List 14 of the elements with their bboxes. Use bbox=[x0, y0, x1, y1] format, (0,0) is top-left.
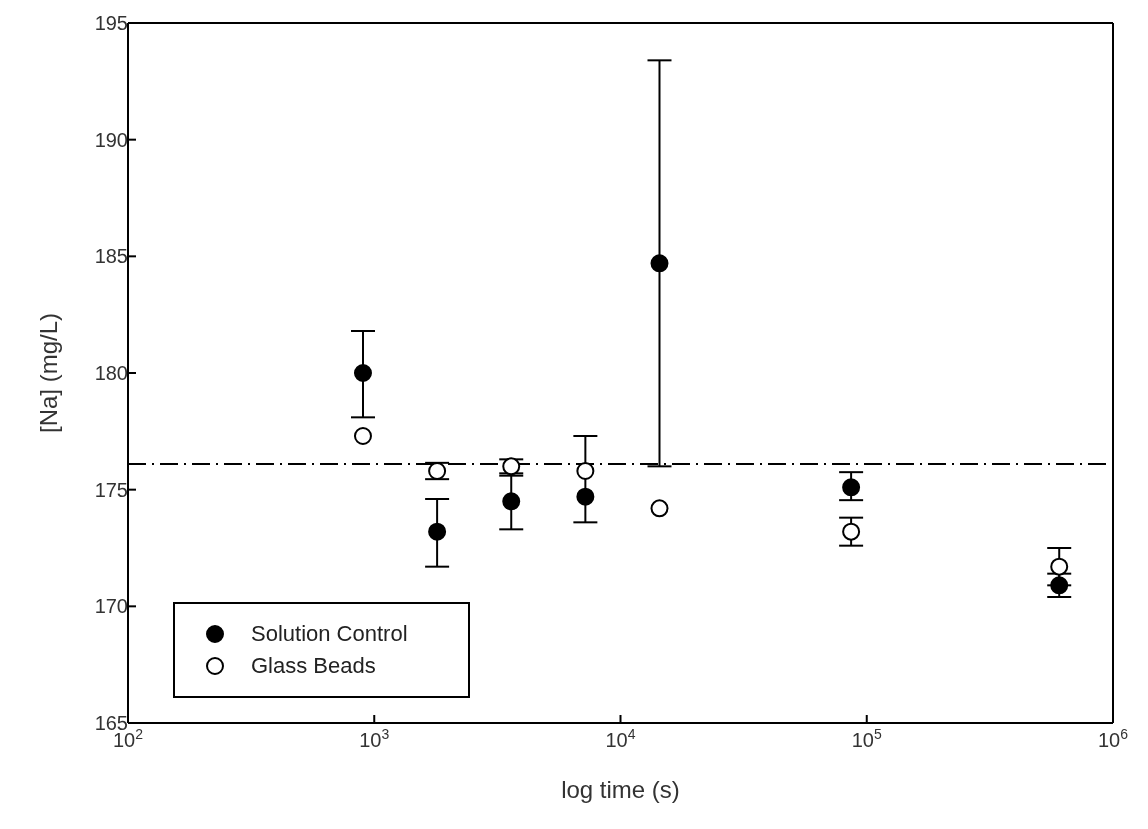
legend-label: Solution Control bbox=[251, 620, 408, 648]
x-tick-label: 10$^{5}$ bbox=[851, 726, 882, 751]
y-tick-label: 175 bbox=[94, 478, 128, 501]
y-tick-label: 190 bbox=[94, 128, 128, 151]
legend-label: Glass Beads bbox=[251, 652, 376, 680]
x-tick-label: 10$^{3}$ bbox=[359, 726, 390, 751]
y-tick-label: 195 bbox=[94, 12, 128, 34]
x-tick-label: 10$^{4}$ bbox=[605, 726, 636, 751]
y-tick-label: 170 bbox=[94, 595, 128, 618]
x-tick-label: 10$^{6}$ bbox=[1097, 726, 1129, 751]
y-tick-label: 185 bbox=[94, 245, 128, 268]
y-tick-label: 180 bbox=[94, 362, 128, 384]
y-axis-title: [Na] (mg/L) bbox=[34, 312, 62, 434]
x-axis-title: log time (s) bbox=[561, 776, 680, 803]
